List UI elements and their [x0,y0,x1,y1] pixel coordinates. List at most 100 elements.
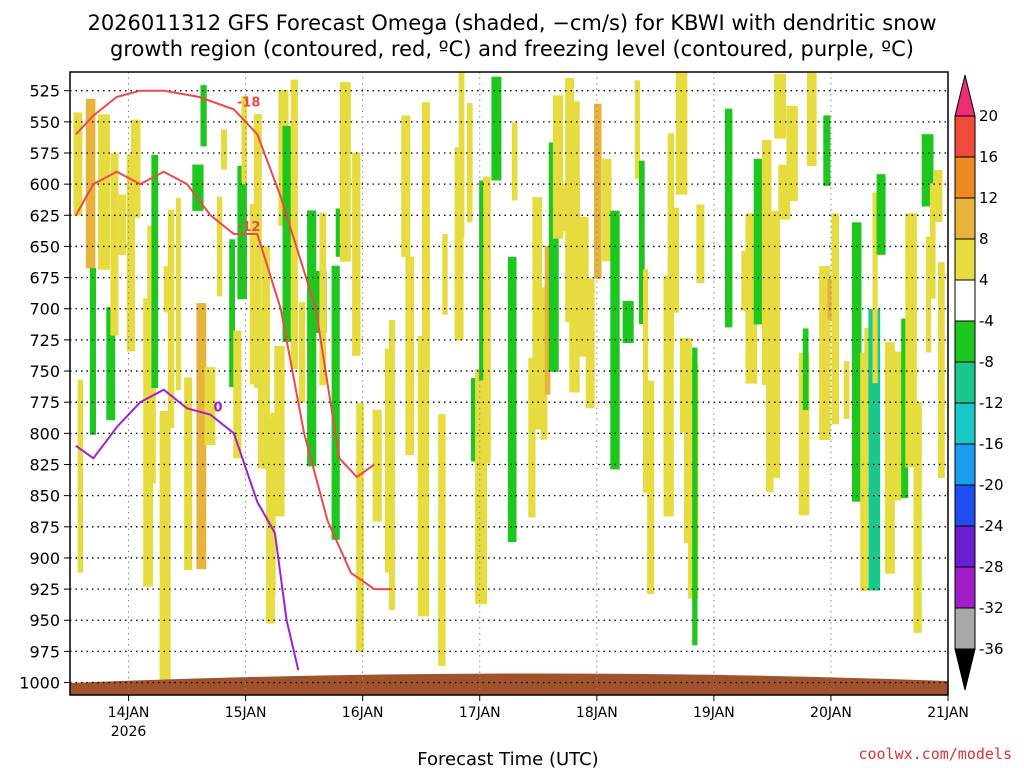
x-tick-label: 20JAN [810,705,852,721]
omega-shade-cell [151,154,159,388]
omega-shade-cell [270,412,276,597]
omega-shade-cell [319,212,327,386]
omega-shade-cell [274,345,285,517]
omega-shade-cell [339,82,351,262]
omega-shade-cell [544,245,551,395]
colorbar-label: -32 [979,599,1004,617]
grid-lines [70,72,948,695]
contour-label: -18 [237,95,260,110]
omega-shade-cell [806,73,817,166]
omega-shade-cell [909,227,917,313]
omega-shade-cell [667,133,675,349]
omega-shade-cell [307,210,317,467]
colorbar-band [954,320,976,363]
omega-shade-cell [929,183,936,299]
x-tick-sublabel: 2026 [111,724,147,740]
y-tick-label: 650 [29,237,60,256]
colorbar-band [954,402,976,445]
credit-text: coolwx.com/models [858,745,1012,763]
omega-shade-cell [864,328,870,440]
omega-shade-cell [458,72,465,239]
omega-shade-cell [872,192,878,384]
colorbar-band [954,156,976,199]
x-axis: 14JAN 2026 15JAN 16JAN 17JAN 18JAN 19JAN 20JAN 2… [108,695,969,740]
omega-shade-cell [663,276,674,517]
omega-shade-cell [905,213,917,468]
y-axis: 525 550 575 600 625 650 675 700 725 750 775 800 825 8… [19,82,70,693]
colorbar-band [954,607,976,650]
colorbar-band [954,443,976,486]
omega-shade-cell [786,105,798,201]
omega-shade-cell [893,351,902,501]
omega-shade-cell [421,102,430,374]
omega-shade-cell [602,158,612,262]
omega-shade-cell [507,256,517,542]
omega-shade-cell [934,169,943,222]
colorbar-label: -28 [979,558,1004,576]
omega-shade-cell [253,114,262,388]
omega-shade-cell [372,409,382,522]
omega-shade-cell [540,287,548,440]
y-tick-label: 725 [29,331,60,350]
omega-shade-cell [901,318,909,498]
terrain-fill [70,673,948,695]
omega-shade-cell [237,165,247,300]
omega-shade-cell [798,352,810,516]
omega-shade-cell [233,330,242,459]
omega-shade-cell [876,174,886,255]
colorbar-label: -36 [979,640,1004,658]
y-tick-label: 800 [29,424,60,443]
omega-shade-cell [196,303,207,570]
omega-shade-cell [229,239,235,388]
omega-shade-cell [647,381,655,595]
omega-shade-cell [85,98,96,269]
omega-shade-cell [89,268,96,435]
colorbar-band [954,566,976,609]
contour-label: -12 [237,220,260,235]
omega-shade-cell [77,379,84,573]
omega-shade-cell [110,153,119,336]
omega-shade-cell [761,139,772,385]
x-axis-title: Forecast Time (UTC) [417,749,598,768]
omega-shade-cell [200,85,207,147]
omega-shade-cell [241,95,248,185]
y-tick-label: 700 [29,300,60,319]
chart-title-line-1: 2026011312 GFS Forecast Omega (shaded, −… [87,11,936,35]
x-tick-label: 17JAN [459,705,501,721]
omega-shade-cell [491,76,502,181]
omega-shade-cell [204,367,216,445]
contour-lines: -12 -18 0 [75,89,392,671]
x-tick-label: 14JAN [108,705,150,721]
colorbar-band [954,238,976,281]
colorbar-label: -24 [979,517,1004,535]
y-tick-label: 625 [29,206,60,225]
omega-shade-cell [282,125,293,342]
omega-shade-cell [745,213,758,384]
omega-shade-cell [405,256,415,456]
colorbar: 20 16 12 8 4 -4 -8 -12 -16 -20 -24 -28 -32 -36 [954,74,1004,691]
omega-shade-cell [290,79,298,370]
omega-shade-cell [753,158,763,325]
colorbar-label: -12 [979,394,1004,412]
omega-shade-cell [774,73,787,139]
contour-series-line [75,170,392,591]
omega-shade-cell [352,152,361,356]
omega-shade-cell [175,197,181,391]
omega-shade-cell [725,108,733,328]
colorbar-label: 20 [979,107,998,125]
omega-shade-cell [938,262,945,479]
y-tick-label: 950 [29,611,60,630]
y-tick-label: 900 [29,549,60,568]
plot-border [69,71,949,696]
omega-shade-cell [860,352,869,592]
colorbar-label: 12 [979,189,998,207]
omega-shade-cell [511,122,518,201]
omega-shade-cell [159,410,171,692]
omega-shade-cell [126,154,136,352]
y-tick-label: 525 [29,82,60,101]
terrain-surface [70,673,948,695]
contour-series-line [75,388,300,671]
omega-shade-cell [73,112,83,216]
y-tick-label: 775 [29,393,60,412]
x-tick-label: 21JAN [927,705,969,721]
